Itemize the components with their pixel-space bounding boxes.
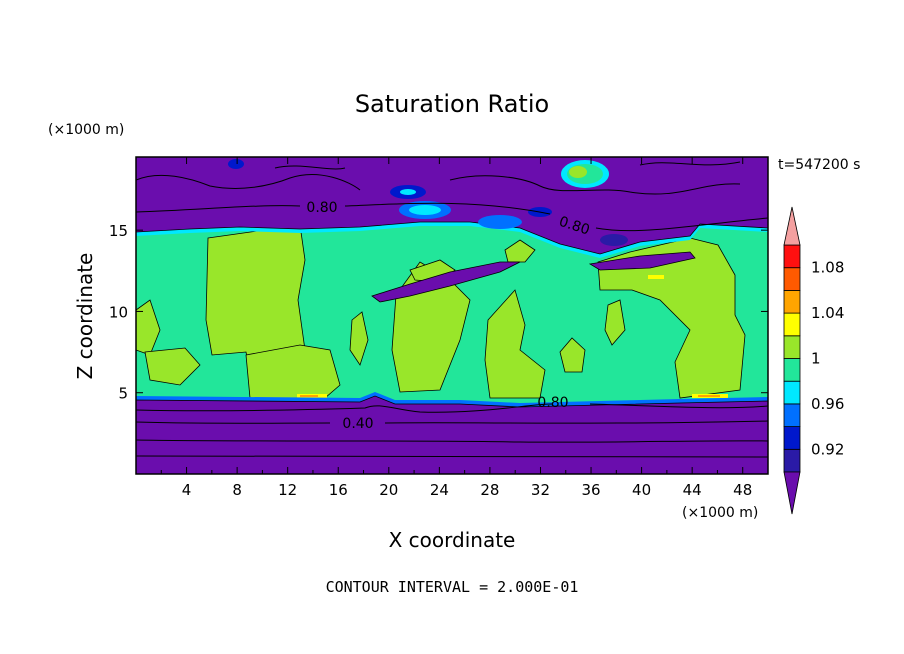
x-tick-label: 16: [329, 481, 348, 499]
contour-lines: [136, 161, 768, 458]
colorbar-segment: [783, 448, 801, 473]
colorbar-segment: [783, 403, 801, 427]
field-dry-streak-middle: [371, 261, 521, 303]
chart-title: Saturation Ratio: [355, 90, 549, 118]
colorbar-segment: [783, 289, 801, 314]
x-tick-label: 12: [278, 481, 297, 499]
x-tick-label: 48: [733, 481, 752, 499]
x-tick-label: 28: [480, 481, 499, 499]
colorbar-tick-label: 1.04: [811, 304, 844, 322]
y-unit-label: (×1000 m): [48, 122, 124, 138]
y-axis: 5 10 15: [109, 222, 768, 403]
colorbar: 0.92 0.96 1 1.04 1.08: [783, 206, 844, 515]
colorbar-extend-low: [783, 471, 801, 515]
field-dry-streak-right: [588, 251, 696, 271]
y-tick-label: 10: [109, 303, 128, 321]
x-tick-label: 40: [632, 481, 651, 499]
colorbar-segment: [783, 244, 801, 269]
x-tick-label: 44: [683, 481, 702, 499]
contour-label-upper-left: 0.80: [306, 200, 337, 216]
time-label: t=547200 s: [778, 157, 860, 173]
colorbar-extend-high: [783, 206, 801, 246]
colorbar-segment: [783, 335, 801, 359]
colorbar-tick-label: 0.96: [811, 395, 844, 413]
colorbar-segment: [783, 380, 801, 405]
field-highlight-right-core: [698, 395, 720, 397]
colorbar-segment: [783, 312, 801, 337]
x-tick-label: 4: [182, 481, 192, 499]
y-tick-label: 15: [109, 222, 128, 240]
field-highlight-mid: [648, 275, 664, 279]
x-tick-label: 32: [531, 481, 550, 499]
colorbar-tick-label: 0.92: [811, 440, 844, 458]
field-supersat-patches: [136, 224, 746, 399]
colorbar-segment: [783, 426, 801, 450]
x-axis-label: X coordinate: [389, 528, 516, 552]
colorbar-segment: [783, 358, 801, 382]
contour-label-lower-left: 0.40: [342, 416, 373, 432]
x-tick-label: 20: [379, 481, 398, 499]
colorbar-tick-label: 1: [811, 350, 821, 368]
x-tick-label: 36: [581, 481, 600, 499]
field-lower-dry-layer: [136, 395, 768, 474]
colorbar-tick-label: 1.08: [811, 259, 844, 277]
x-unit-label: (×1000 m): [682, 505, 758, 521]
contour-label-lower-right: 0.80: [537, 395, 568, 411]
x-tick-label: 24: [430, 481, 449, 499]
x-tick-label: 8: [232, 481, 242, 499]
plot-area: [136, 157, 768, 474]
field-upper-moist-blobs: [228, 159, 628, 246]
colorbar-segment: [783, 267, 801, 291]
y-axis-label: Z coordinate: [73, 253, 97, 380]
contour-interval-note: CONTOUR INTERVAL = 2.000E-01: [326, 578, 579, 596]
x-axis: 4 8 12 16 20 24 28 32 36 40 44 48: [160, 157, 752, 499]
y-tick-label: 5: [118, 385, 128, 403]
plot-frame: [135, 156, 769, 475]
field-highlight-left-core: [300, 395, 318, 397]
